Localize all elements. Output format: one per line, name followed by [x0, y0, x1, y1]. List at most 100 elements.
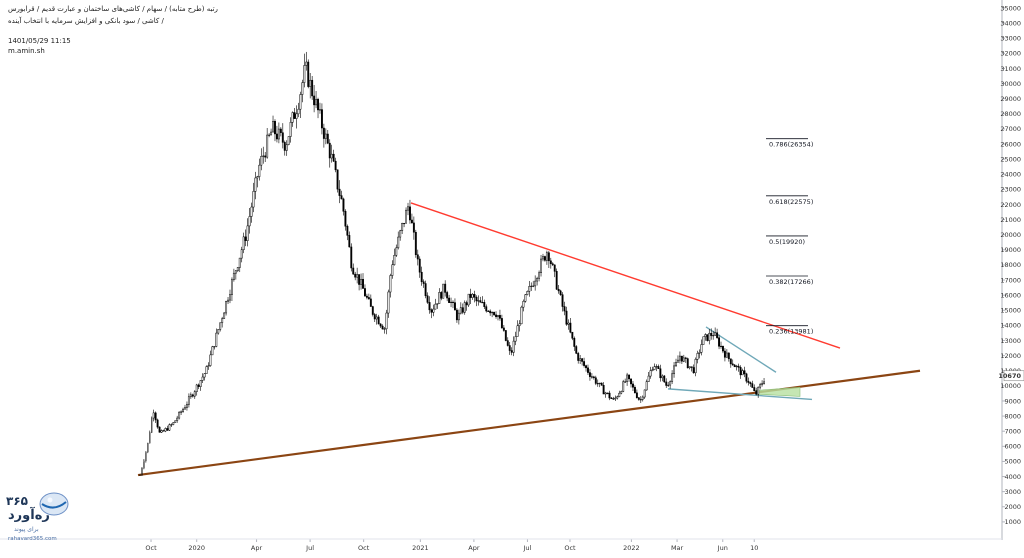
price-axis[interactable]: 1000 2000 3000 4000 5000 6000 7000 8000 9000 1000… — [998, 0, 1024, 540]
candle-body — [725, 352, 728, 358]
candle-body — [264, 155, 267, 158]
candle-body — [295, 113, 298, 119]
candle-body — [285, 144, 288, 151]
candle-body — [149, 432, 151, 444]
candle-body — [254, 177, 257, 192]
candle-body — [545, 252, 548, 261]
candle-body — [240, 249, 243, 259]
resistance-trendline[interactable] — [410, 202, 841, 349]
support-trendline[interactable] — [137, 369, 921, 477]
candle-body — [624, 381, 627, 383]
candle-body — [639, 399, 642, 401]
candle-body — [749, 382, 752, 384]
candle-body — [432, 308, 435, 313]
candle-body — [139, 474, 141, 476]
fib-level-label: 0.382(17266) — [769, 278, 813, 286]
time-tick-label: 2020 — [188, 544, 205, 552]
candle-body — [350, 246, 353, 269]
candle-body — [305, 61, 308, 66]
candle-body — [303, 65, 306, 83]
candle-body — [258, 164, 261, 177]
candle-body — [369, 298, 372, 307]
candle-body — [690, 366, 693, 368]
price-tick-label: 27000 — [1000, 125, 1021, 133]
candle-body — [614, 397, 617, 400]
candle-body — [502, 327, 505, 331]
candle-body — [428, 302, 431, 311]
candle-body — [753, 387, 756, 392]
target-zone[interactable] — [755, 387, 801, 397]
candle-body — [152, 412, 155, 419]
candle-body — [694, 359, 697, 374]
candle-body — [602, 385, 605, 395]
time-tick-label: Oct — [358, 544, 370, 552]
price-tick-label: 7000 — [1004, 428, 1021, 436]
candle-body — [499, 315, 501, 319]
candle-body — [487, 310, 490, 312]
chart-date: 1401/05/29 11:15 — [8, 37, 71, 45]
current-price-badge — [1003, 370, 1024, 382]
candle-body — [354, 273, 357, 278]
candle-body — [371, 306, 374, 315]
candle-body — [489, 310, 492, 314]
time-tick-label: 2021 — [412, 544, 429, 552]
candle-body — [336, 169, 339, 190]
candle-body — [720, 345, 722, 348]
candle-body — [315, 98, 318, 106]
candle-body — [319, 109, 321, 111]
candle-body — [232, 272, 235, 280]
price-tick-label: 25000 — [1000, 155, 1021, 163]
price-tick-label: 12000 — [1000, 352, 1021, 360]
candle-body — [763, 381, 765, 384]
candle-body — [268, 134, 271, 136]
candle-body — [628, 374, 631, 380]
wedge-lower-line[interactable] — [667, 388, 813, 401]
candle-body — [174, 420, 177, 423]
candle-body — [189, 394, 192, 398]
candle-body — [512, 340, 515, 353]
candle-body — [723, 350, 726, 358]
candle-body — [416, 254, 419, 260]
candle-body — [151, 417, 153, 433]
candle-body — [156, 419, 159, 428]
candle-body — [581, 358, 584, 362]
candle-body — [612, 398, 615, 400]
candle-body — [324, 133, 327, 139]
candle-body — [534, 280, 537, 287]
candle-body — [293, 112, 296, 119]
price-tick-label: 18000 — [1000, 261, 1021, 269]
candle-body — [504, 330, 507, 341]
candle-body — [209, 354, 212, 366]
candle-body — [532, 285, 535, 287]
chart-author: m.amin.sh — [8, 47, 45, 55]
candle-body — [649, 370, 652, 377]
candle-body — [289, 122, 292, 137]
candle-body — [438, 292, 441, 304]
candle-body — [526, 291, 529, 295]
price-tick-label: 4000 — [1004, 473, 1021, 481]
candle-body — [659, 368, 662, 379]
candle-body — [655, 366, 658, 368]
candle-body — [424, 283, 427, 297]
candle-body — [418, 258, 421, 273]
candle-body — [234, 270, 237, 274]
logo-url: rahavard365.com — [8, 536, 57, 542]
candle-body — [643, 389, 646, 398]
candle-body — [510, 350, 513, 353]
candle-body — [647, 375, 650, 382]
candle-body — [536, 278, 539, 282]
time-axis[interactable]: Oct 2020 Apr Jul Oct 2021 Apr Jul Oct 2022 Mar Jun 1… — [0, 538, 1002, 552]
time-tick-label: Oct — [145, 544, 157, 552]
candle-body — [248, 216, 251, 227]
candle-body — [410, 219, 413, 224]
candle-body — [145, 451, 147, 462]
price-tick-label: 2000 — [1004, 503, 1021, 511]
candle-body — [618, 392, 621, 397]
price-tick-label: 10000 — [1000, 382, 1021, 390]
candle-body — [698, 352, 701, 354]
candle-body — [663, 375, 666, 383]
candle-body — [147, 442, 149, 453]
candle-body — [275, 133, 278, 140]
candle-body — [328, 142, 331, 159]
